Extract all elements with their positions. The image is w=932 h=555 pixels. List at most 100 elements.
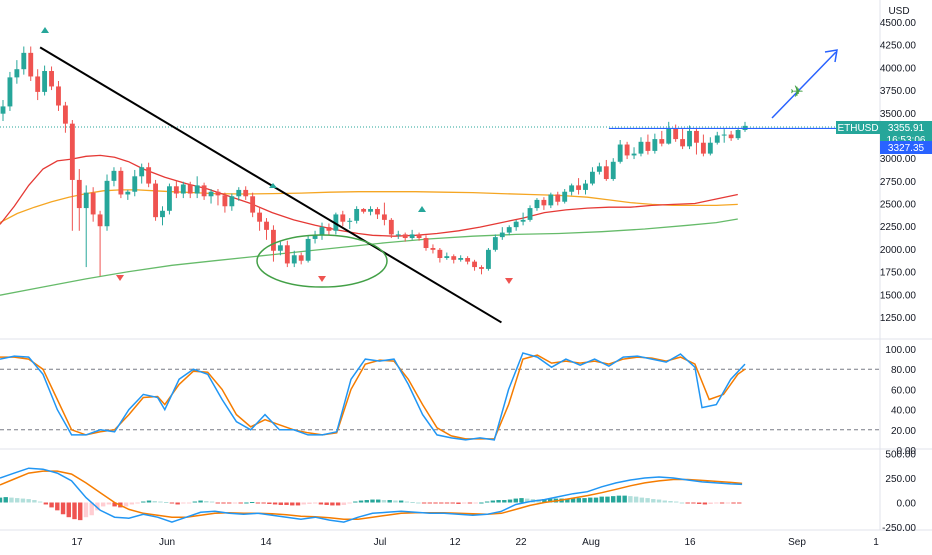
macd-histogram-bar xyxy=(186,502,192,504)
macd-histogram-bar xyxy=(158,501,163,503)
price-tick-label: 2250.00 xyxy=(880,222,917,233)
macd-histogram-bar xyxy=(60,502,66,515)
macd-histogram-bar xyxy=(473,502,478,504)
macd-histogram-bar xyxy=(542,499,547,503)
macd-histogram-bar xyxy=(439,502,444,504)
stoch-k-line xyxy=(0,352,746,441)
macd-signal-line xyxy=(0,470,743,520)
annotations: ✈ xyxy=(39,27,880,324)
macd-histogram-bar xyxy=(376,499,381,503)
candle-body xyxy=(527,208,533,220)
candle-body xyxy=(513,221,519,228)
macd-histogram-bar xyxy=(152,501,157,503)
macd-histogram-bar xyxy=(656,499,662,503)
candle-body xyxy=(666,128,672,144)
candle-body xyxy=(139,167,145,177)
macd-histogram-bar xyxy=(668,501,673,503)
price-tick-label: 3000.00 xyxy=(880,154,917,165)
candle-body xyxy=(271,229,276,251)
macd-histogram-bar xyxy=(622,495,627,503)
macd-histogram-bar xyxy=(467,502,473,504)
macd-histogram-bar xyxy=(444,502,450,504)
candle-body xyxy=(257,212,263,222)
macd-histogram-bar xyxy=(651,499,656,503)
macd-histogram-bar xyxy=(112,502,117,507)
macd-histogram-bar xyxy=(249,502,255,504)
macd-histogram-bar xyxy=(479,502,484,504)
macd-histogram-bar xyxy=(284,502,289,505)
macd-histogram-bar xyxy=(456,502,461,504)
candle-body xyxy=(111,170,117,181)
macd-histogram-bar xyxy=(410,502,415,504)
macd-histogram-bar xyxy=(353,501,358,503)
candle-body xyxy=(617,144,623,162)
macd-histogram-bar xyxy=(416,502,421,504)
macd-histogram-bar xyxy=(135,502,140,504)
macd-histogram-bar xyxy=(719,502,725,504)
stochastic-pane: 100.00 80.00 60.00 40.00 20.00 0.00 xyxy=(0,345,916,457)
price-tick-label: 1500.00 xyxy=(880,290,917,301)
time-tick-label: 1 xyxy=(873,537,879,548)
macd-histogram-bar xyxy=(330,502,335,506)
candle-body xyxy=(118,170,124,195)
candle-body xyxy=(56,86,61,106)
price-tick-label: 2500.00 xyxy=(880,200,917,211)
macd-histogram-bar xyxy=(169,502,175,504)
candlestick-series xyxy=(0,46,748,277)
stoch-tick-label: 0.00 xyxy=(897,446,917,457)
macd-histogram-bar xyxy=(318,502,324,505)
candle-body xyxy=(430,248,436,250)
airplane-icon: ✈ xyxy=(790,84,803,101)
macd-histogram-bar xyxy=(404,501,410,503)
candle-body xyxy=(472,261,477,268)
macd-histogram-bar xyxy=(181,502,186,504)
macd-histogram-bar xyxy=(83,502,89,518)
level-price-tag xyxy=(880,141,932,154)
macd-histogram-bar xyxy=(610,496,616,503)
macd-histogram-bar xyxy=(628,496,633,503)
price-tick-label: 4250.00 xyxy=(880,41,917,52)
pivot-low-marker xyxy=(505,278,513,284)
macd-histogram-bar xyxy=(238,502,243,504)
level-price-text: 3327.35 xyxy=(888,143,925,154)
candle-body xyxy=(160,210,165,218)
candle-body xyxy=(167,186,172,211)
macd-histogram-bar xyxy=(209,501,215,503)
macd-histogram-bar xyxy=(129,502,135,505)
stoch-d-line xyxy=(0,354,746,440)
macd-histogram-bar xyxy=(427,502,433,504)
candle-body xyxy=(638,141,644,154)
stoch-tick-label: 100.00 xyxy=(885,345,916,356)
macd-histogram-bar xyxy=(175,502,180,505)
ma-slow-line xyxy=(0,218,738,296)
time-axis[interactable]: 17 Jun 14 Jul 12 22 Aug 16 Sep 1 xyxy=(71,537,879,548)
macd-histogram-bar xyxy=(616,495,622,503)
macd-histogram-bar xyxy=(725,502,731,504)
macd-histogram-bar xyxy=(507,499,513,503)
macd-histogram-bar xyxy=(570,498,576,503)
macd-histogram-bar xyxy=(163,502,169,504)
target-arrow-head xyxy=(824,49,838,63)
candle-body xyxy=(125,191,131,195)
macd-histogram-bar xyxy=(490,500,496,503)
macd-histogram-bar xyxy=(358,500,364,503)
candle-body xyxy=(28,52,34,77)
macd-histogram-bar xyxy=(20,498,26,503)
macd-histogram-bar xyxy=(576,498,582,503)
candle-body xyxy=(409,234,415,239)
macd-histogram-bar xyxy=(66,502,71,518)
candle-body xyxy=(569,185,575,192)
macd-histogram-bar xyxy=(702,502,708,505)
macd-histogram-bar xyxy=(43,502,49,505)
candle-body xyxy=(42,71,48,92)
macd-histogram-bar xyxy=(37,501,43,503)
candle-body xyxy=(534,199,540,209)
macd-histogram-bar xyxy=(341,502,347,505)
candle-body xyxy=(215,191,221,196)
macd-histogram-bar xyxy=(301,502,306,505)
stoch-tick-label: 60.00 xyxy=(891,385,916,396)
macd-histogram-bar xyxy=(106,502,112,505)
candle-body xyxy=(707,142,713,154)
macd-histogram-bar xyxy=(364,500,369,503)
